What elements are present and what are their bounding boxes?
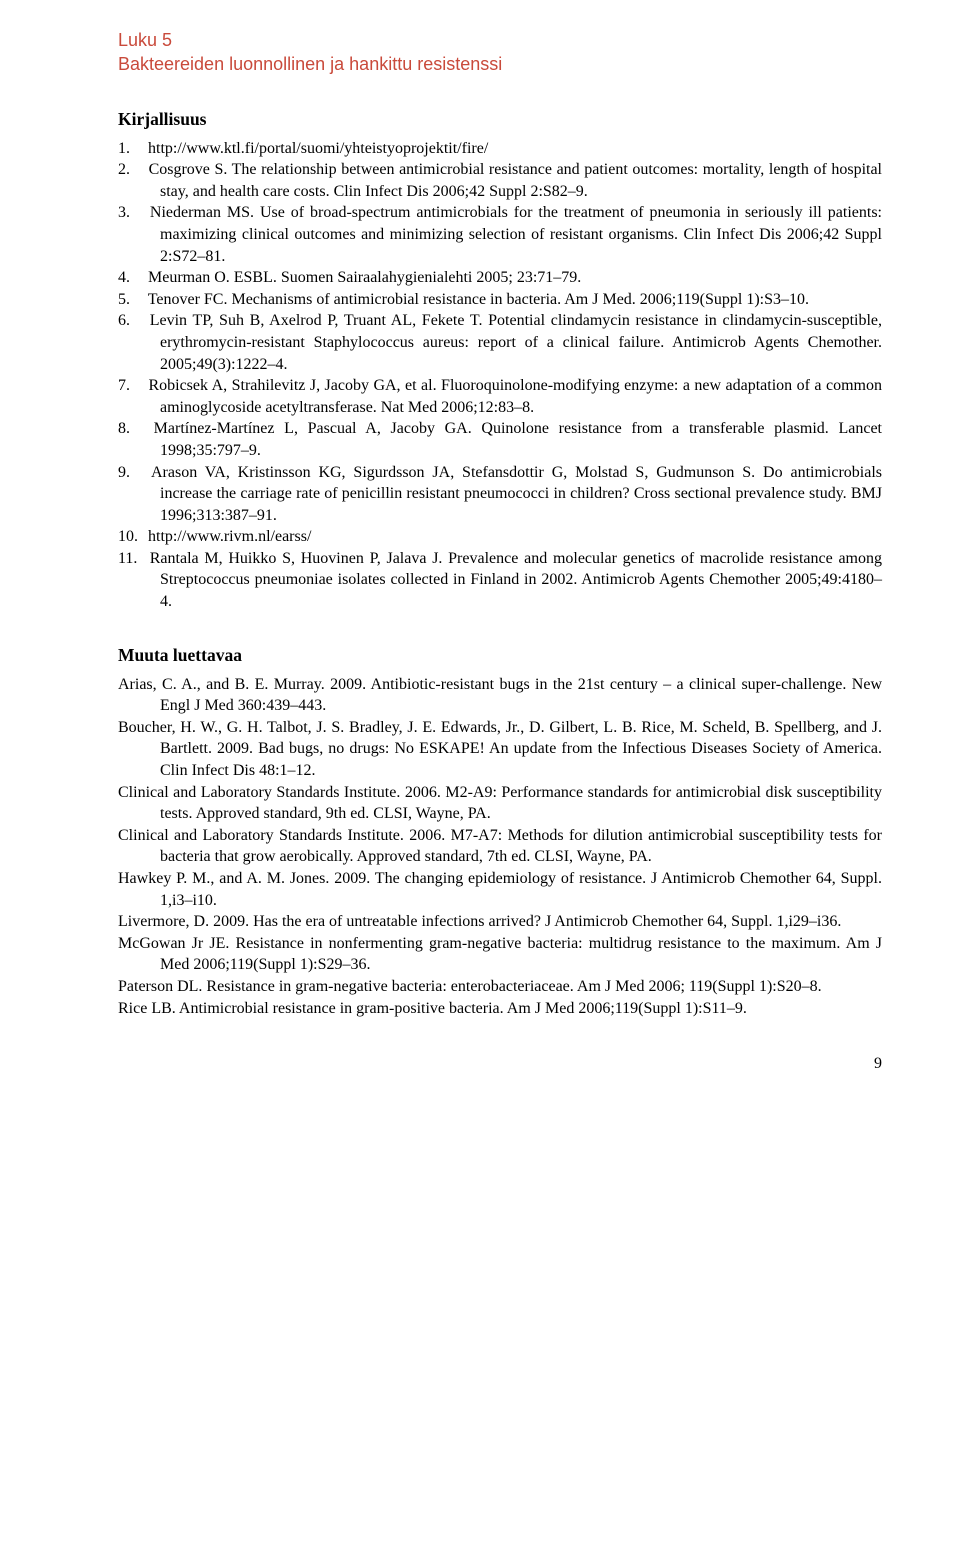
reference-number: 2. [118,159,144,181]
reference-number: 6. [118,310,144,332]
reference-item: 9. Arason VA, Kristinsson KG, Sigurdsson… [118,462,882,527]
references-list: 1. http://www.ktl.fi/portal/suomi/yhteis… [118,138,882,613]
reference-number: 11. [118,548,144,570]
reference-item: 2. Cosgrove S. The relationship between … [118,159,882,202]
chapter-title: Bakteereiden luonnollinen ja hankittu re… [118,52,882,76]
reference-item: 10. http://www.rivm.nl/earss/ [118,526,882,548]
reading-item: Clinical and Laboratory Standards Instit… [118,782,882,825]
reference-number: 9. [118,462,144,484]
reference-item: 7. Robicsek A, Strahilevitz J, Jacoby GA… [118,375,882,418]
reference-item: 11. Rantala M, Huikko S, Huovinen P, Jal… [118,548,882,613]
reading-item: Rice LB. Antimicrobial resistance in gra… [118,998,882,1020]
reading-item: Paterson DL. Resistance in gram-negative… [118,976,882,998]
reference-item: 6. Levin TP, Suh B, Axelrod P, Truant AL… [118,310,882,375]
reference-number: 8. [118,418,144,440]
page-container: Luku 5 Bakteereiden luonnollinen ja hank… [0,0,960,1113]
reading-item: Arias, C. A., and B. E. Murray. 2009. An… [118,674,882,717]
reference-number: 5. [118,289,144,311]
reference-number: 3. [118,202,144,224]
reading-item: Boucher, H. W., G. H. Talbot, J. S. Brad… [118,717,882,782]
reference-number: 1. [118,138,144,160]
further-reading-list: Arias, C. A., and B. E. Murray. 2009. An… [118,674,882,1020]
reference-number: 7. [118,375,144,397]
chapter-number: Luku 5 [118,28,882,52]
references-heading: Kirjallisuus [118,109,882,130]
reference-item: 5. Tenover FC. Mechanisms of antimicrobi… [118,289,882,311]
reading-item: Livermore, D. 2009. Has the era of untre… [118,911,882,933]
reading-item: Hawkey P. M., and A. M. Jones. 2009. The… [118,868,882,911]
reference-number: 10. [118,526,144,548]
reference-number: 4. [118,267,144,289]
reference-item: 4. Meurman O. ESBL. Suomen Sairaalahygie… [118,267,882,289]
reading-item: McGowan Jr JE. Resistance in nonfermenti… [118,933,882,976]
page-number: 9 [118,1055,882,1073]
reference-item: 1. http://www.ktl.fi/portal/suomi/yhteis… [118,138,882,160]
reading-item: Clinical and Laboratory Standards Instit… [118,825,882,868]
reading-heading: Muuta luettavaa [118,645,882,666]
reference-item: 3. Niederman MS. Use of broad-spectrum a… [118,202,882,267]
reference-item: 8. Martínez-Martínez L, Pascual A, Jacob… [118,418,882,461]
